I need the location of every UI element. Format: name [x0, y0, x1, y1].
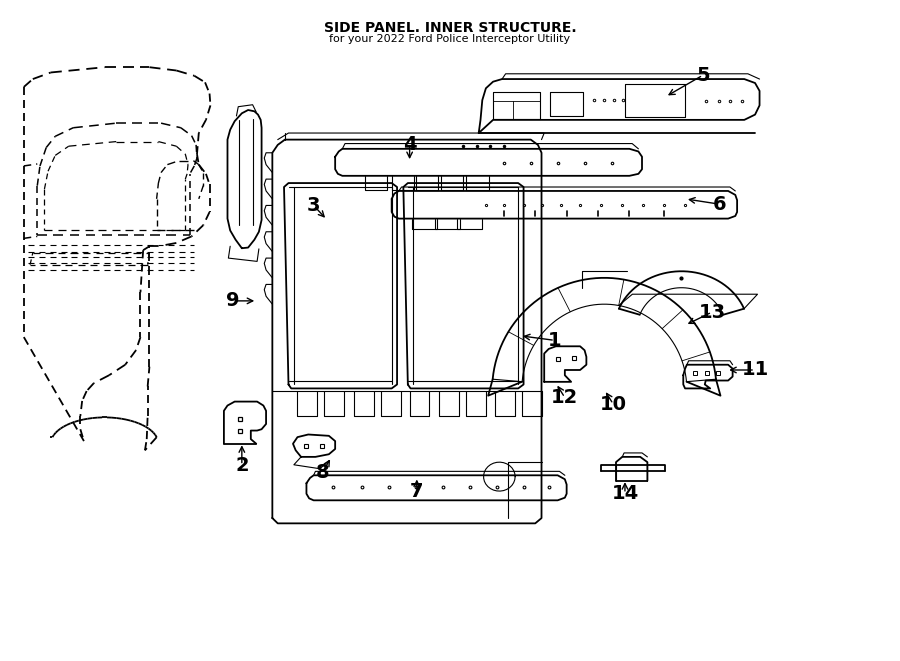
- Text: SIDE PANEL. INNER STRUCTURE.: SIDE PANEL. INNER STRUCTURE.: [324, 21, 576, 35]
- Text: 7: 7: [410, 483, 424, 501]
- Text: 1: 1: [548, 331, 562, 350]
- Text: 4: 4: [403, 136, 417, 155]
- Text: 5: 5: [697, 65, 710, 85]
- Text: 3: 3: [307, 196, 320, 215]
- Text: 6: 6: [713, 194, 726, 214]
- Text: 9: 9: [226, 292, 239, 311]
- Text: 11: 11: [742, 360, 769, 379]
- Text: for your 2022 Ford Police Interceptor Utility: for your 2022 Ford Police Interceptor Ut…: [329, 34, 571, 44]
- Text: 13: 13: [698, 303, 725, 321]
- Text: 10: 10: [599, 395, 626, 414]
- Text: 2: 2: [235, 456, 248, 475]
- Text: 14: 14: [611, 485, 639, 503]
- Text: 8: 8: [316, 463, 329, 481]
- Text: 12: 12: [551, 388, 579, 407]
